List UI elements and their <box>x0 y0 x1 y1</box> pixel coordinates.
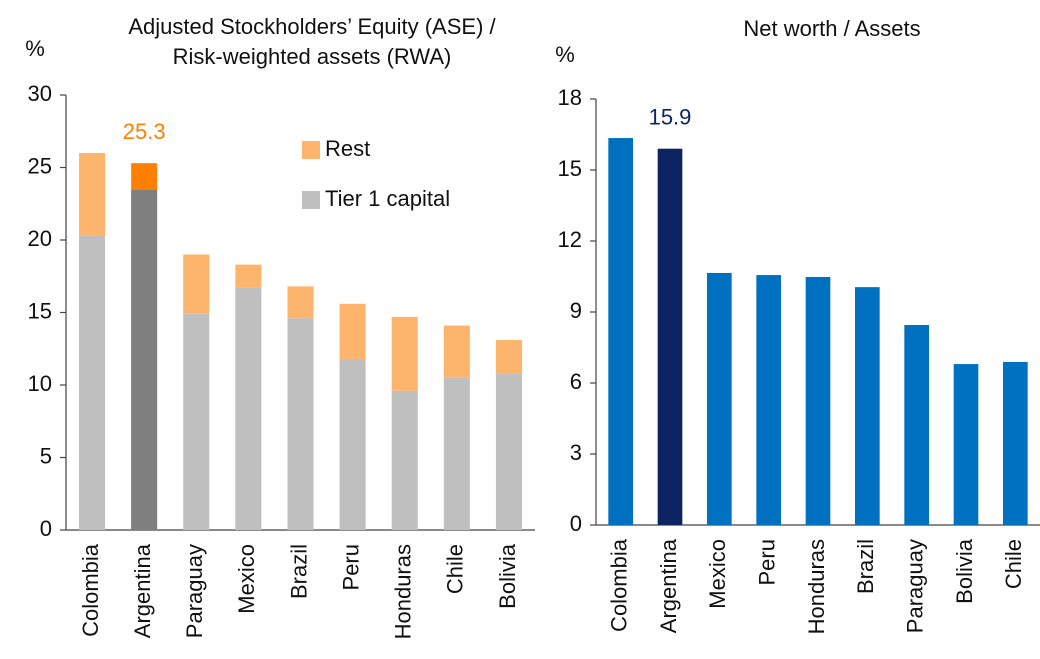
y-tick-label: 18 <box>558 85 582 110</box>
x-tick-label: Chile <box>443 544 468 594</box>
x-tick-label: Brazil <box>853 539 878 594</box>
bar-segment <box>131 189 158 530</box>
chart-title: Adjusted Stockholders’ Equity (ASE) / <box>128 14 496 39</box>
bar <box>805 276 831 525</box>
bar-segment <box>235 264 262 288</box>
x-tick-label: Honduras <box>391 544 416 639</box>
value-label: 25.3 <box>123 119 166 144</box>
bar-segment <box>495 340 522 374</box>
value-label: 15.9 <box>649 105 692 130</box>
x-tick-label: Bolivia <box>495 543 520 609</box>
bar-segment <box>339 303 366 359</box>
bar-segment <box>287 286 314 319</box>
legend-swatch <box>302 141 320 159</box>
y-tick-label: 12 <box>558 227 582 252</box>
y-axis-unit: % <box>25 36 45 61</box>
chart-title: Net worth / Assets <box>743 16 920 41</box>
bar-segment <box>443 325 470 378</box>
x-tick-label: Argentina <box>656 538 681 633</box>
y-tick-label: 5 <box>40 443 52 468</box>
bar <box>953 364 979 525</box>
bar <box>608 138 633 526</box>
bar <box>1003 361 1028 525</box>
y-axis-unit: % <box>555 42 575 67</box>
bar-segment <box>339 358 366 530</box>
y-tick-label: 15 <box>558 156 582 181</box>
y-tick-label: 10 <box>28 371 52 396</box>
bar-segment <box>287 318 314 530</box>
x-tick-label: Peru <box>754 539 779 585</box>
y-tick-label: 15 <box>28 298 52 323</box>
x-tick-label: Chile <box>1001 539 1026 589</box>
y-tick-label: 20 <box>28 226 52 251</box>
x-tick-label: Bolivia <box>952 538 977 604</box>
x-tick-label: Mexico <box>234 544 259 614</box>
bar <box>904 325 929 525</box>
y-tick-label: 9 <box>570 298 582 323</box>
bar-segment <box>391 390 418 530</box>
bar-segment <box>79 153 106 236</box>
bar-segment <box>495 373 522 530</box>
bar-segment <box>183 254 210 314</box>
x-tick-label: Mexico <box>705 539 730 609</box>
chart-title: Risk-weighted assets (RWA) <box>173 44 452 69</box>
y-tick-label: 6 <box>570 369 582 394</box>
x-tick-label: Paraguay <box>182 544 207 638</box>
x-tick-label: Peru <box>338 544 363 590</box>
y-tick-label: 3 <box>570 440 582 465</box>
y-tick-label: 0 <box>570 511 582 536</box>
bar <box>707 272 732 525</box>
x-tick-label: Colombia <box>606 538 631 632</box>
x-tick-label: Honduras <box>804 539 829 634</box>
bar-segment <box>391 316 418 391</box>
legend-label: Tier 1 capital <box>325 186 450 211</box>
y-tick-label: 30 <box>28 81 52 106</box>
bar <box>756 275 781 525</box>
x-tick-label: Paraguay <box>902 539 927 633</box>
bar-segment <box>79 235 106 530</box>
y-tick-label: 0 <box>40 516 52 541</box>
x-tick-label: Brazil <box>286 544 311 599</box>
x-tick-label: Argentina <box>130 543 155 638</box>
bar-segment <box>443 377 470 530</box>
y-tick-label: 25 <box>28 153 52 178</box>
legend-label: Rest <box>325 136 370 161</box>
bar <box>657 148 683 525</box>
legend-swatch <box>302 191 320 209</box>
bar-segment <box>131 163 158 190</box>
bar-segment <box>235 287 262 530</box>
x-tick-label: Colombia <box>78 543 103 637</box>
bar-segment <box>183 313 210 530</box>
bar <box>855 287 880 525</box>
